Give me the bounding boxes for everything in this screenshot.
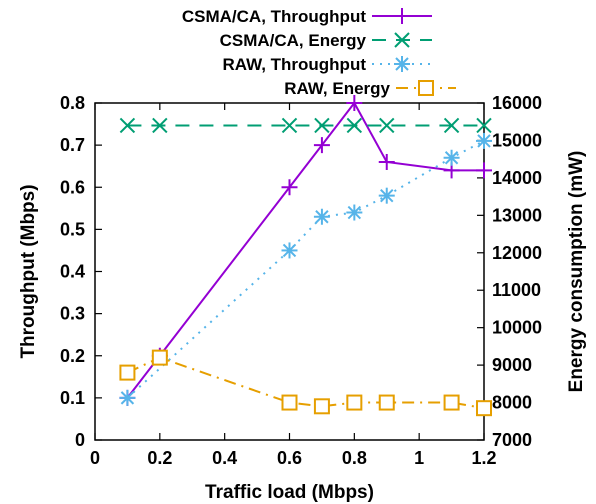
- data-point: [476, 162, 492, 178]
- y-tick-label: 0.5: [60, 219, 85, 239]
- legend-entry-marker: [394, 56, 410, 72]
- legend-entry-label: CSMA/CA, Energy: [220, 31, 367, 50]
- data-point: [477, 401, 491, 415]
- legend-entry-label: RAW, Throughput: [222, 55, 366, 74]
- y2-tick-label: 13000: [492, 205, 542, 225]
- data-point: [120, 366, 134, 380]
- y2-tick-label: 8000: [492, 393, 532, 413]
- x-tick-label: 0.2: [147, 448, 172, 468]
- legend-entry-marker: [394, 8, 410, 24]
- y2-tick-label: 11000: [492, 280, 541, 300]
- series-1: [120, 118, 491, 132]
- x-tick-label: 0.4: [212, 448, 237, 468]
- y-tick-label: 0.3: [60, 304, 85, 324]
- data-point: [315, 399, 329, 413]
- y-tick-label: 0.4: [60, 262, 85, 282]
- tick-group: 0 0.2 0.4 0.6 0.8 1 1.2 0 0.1 0.2 0.3 0.4 0.5 0.6 0.7 0…: [60, 93, 542, 468]
- series-0: [119, 95, 492, 406]
- series-line: [127, 141, 484, 398]
- y2-tick-label: 12000: [492, 243, 542, 263]
- data-point: [314, 137, 330, 153]
- data-point: [444, 150, 460, 166]
- y2-tick-label: 10000: [492, 318, 542, 338]
- y-axis-label: Throughput (Mbps): [18, 184, 39, 358]
- y-tick-label: 0.6: [60, 177, 85, 197]
- y2-tick-label: 9000: [492, 355, 532, 375]
- x-tick-label: 1.2: [471, 448, 496, 468]
- series-group: [119, 95, 492, 415]
- legend-entry-label: RAW, Energy: [284, 79, 390, 98]
- data-point: [347, 396, 361, 410]
- plot-area-border: [95, 103, 484, 440]
- y-tick-label: 0.7: [60, 135, 85, 155]
- data-point: [379, 188, 395, 204]
- y-tick-label: 0.2: [60, 346, 85, 366]
- y-tick-label: 0.8: [60, 93, 85, 113]
- x-axis-label: Traffic load (Mbps): [205, 482, 374, 503]
- data-point: [282, 179, 298, 195]
- x-tick-label: 0.8: [342, 448, 367, 468]
- data-point: [314, 209, 330, 225]
- y2-tick-label: 14000: [492, 168, 542, 188]
- x-tick-label: 0: [90, 448, 100, 468]
- y2-tick-label: 16000: [492, 93, 542, 113]
- legend-entry-label: CSMA/CA, Throughput: [182, 7, 366, 26]
- data-point: [445, 396, 459, 410]
- data-point: [283, 396, 297, 410]
- series-line: [127, 358, 484, 409]
- plot-frame: [95, 103, 484, 440]
- y2-tick-label: 15000: [492, 130, 542, 150]
- data-point: [282, 242, 298, 258]
- data-point: [380, 396, 394, 410]
- data-point: [476, 133, 492, 149]
- y2-tick-label: 7000: [492, 430, 532, 450]
- data-point: [346, 205, 362, 221]
- x-tick-label: 0.6: [277, 448, 302, 468]
- series-line: [127, 103, 484, 398]
- y-tick-label: 0.1: [60, 388, 85, 408]
- data-point: [119, 390, 135, 406]
- legend-entry-marker: [419, 81, 433, 95]
- y-tick-label: 0: [75, 430, 85, 450]
- y2-axis-label: Energy consumption (mW): [566, 151, 587, 393]
- data-point: [153, 351, 167, 365]
- series-2: [119, 133, 492, 406]
- legend: CSMA/CA, Throughput CSMA/CA, Energy RAW, T…: [182, 7, 456, 98]
- x-tick-label: 1: [414, 448, 424, 468]
- data-point: [379, 154, 395, 170]
- series-3: [120, 351, 491, 416]
